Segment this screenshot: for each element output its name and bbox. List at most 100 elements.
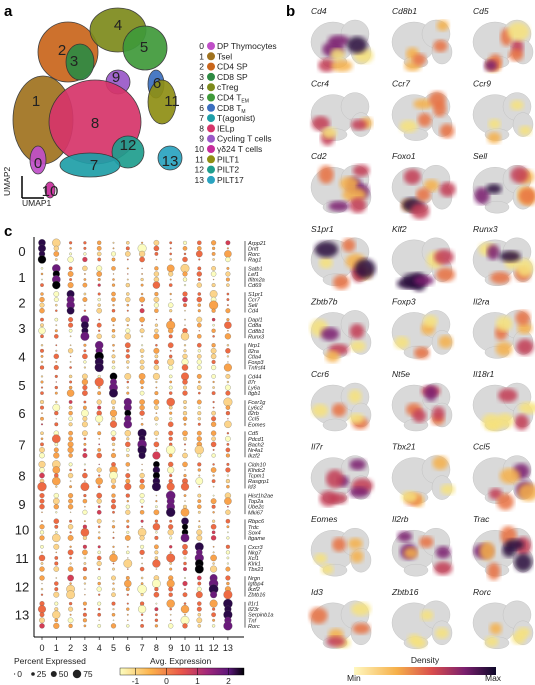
dot	[40, 344, 44, 347]
dot	[82, 265, 88, 272]
x-tick-label: 4	[97, 643, 102, 653]
dot	[68, 266, 73, 271]
dot	[151, 482, 161, 492]
dot	[123, 559, 133, 568]
gene-label: Ifitm2a	[248, 278, 265, 284]
dot	[197, 240, 202, 245]
gene-label: Eomes	[248, 422, 266, 428]
gene-row-fcer1g: Fcer1g	[39, 397, 266, 407]
dot	[180, 332, 190, 341]
density-plot-cd8b1: Cd8b1	[391, 6, 453, 72]
dot	[166, 445, 176, 455]
dot	[166, 482, 175, 491]
dot	[39, 447, 45, 453]
umap-label-5: 5	[140, 39, 148, 56]
dot	[155, 258, 158, 261]
dot	[182, 390, 188, 396]
dot	[67, 535, 74, 541]
dot	[169, 380, 173, 384]
dot	[198, 391, 201, 395]
legend-swatch	[207, 114, 215, 123]
dot	[68, 623, 73, 628]
gene-row-runx3: Runx3	[40, 331, 265, 341]
color-legend-tick: 0	[164, 676, 169, 685]
dot	[181, 372, 189, 381]
dot	[223, 363, 232, 372]
gene-label: Il1r1	[248, 602, 259, 608]
dot	[141, 344, 144, 347]
density-gene-label: Rorc	[473, 587, 492, 597]
dot	[125, 478, 131, 484]
dot	[182, 296, 188, 303]
dot	[183, 252, 187, 256]
dot	[210, 421, 217, 427]
density-gene-label: Cd5	[473, 6, 489, 16]
gene-row-rag1: Rag1	[37, 255, 261, 264]
density-plot-tbx21: Tbx21	[391, 442, 455, 507]
dot	[112, 324, 115, 327]
dot	[39, 623, 45, 629]
legend-cluster-name: DP Thymocytes	[217, 41, 277, 51]
dot	[197, 624, 202, 628]
dot	[212, 519, 216, 523]
dot	[211, 374, 216, 379]
dot	[126, 519, 130, 523]
dot	[182, 549, 188, 556]
dot	[125, 509, 131, 515]
dot	[97, 550, 101, 555]
gene-row-nrgn: Nrgn	[39, 574, 260, 582]
gene-label: Cxcr3	[248, 545, 263, 551]
dot	[111, 416, 116, 422]
gene-label: Foxp3	[248, 360, 264, 366]
dot	[52, 434, 61, 444]
legend-cluster-id: 2	[199, 62, 204, 72]
dot	[226, 525, 230, 529]
dot	[196, 606, 202, 612]
dot	[166, 553, 176, 563]
dot	[140, 422, 144, 426]
dot	[39, 575, 45, 581]
dot	[40, 562, 44, 565]
dot	[155, 386, 158, 389]
density-plot-eomes: Eomes	[310, 514, 372, 577]
dot	[154, 556, 159, 560]
dot	[82, 472, 88, 479]
dot	[54, 391, 58, 395]
dot	[211, 364, 217, 371]
dot	[111, 297, 116, 302]
dot	[210, 554, 217, 562]
dot	[226, 474, 229, 477]
dot	[111, 360, 116, 364]
dot	[52, 280, 61, 290]
dot	[41, 551, 43, 554]
dot	[83, 562, 87, 565]
dot	[167, 342, 174, 349]
dot	[226, 318, 230, 322]
dot	[197, 349, 201, 353]
dot	[153, 430, 159, 436]
dot	[169, 417, 173, 421]
dot	[154, 519, 159, 523]
dot	[210, 498, 217, 504]
dot	[141, 273, 143, 275]
dot	[197, 504, 202, 509]
dot	[169, 278, 172, 281]
dot	[226, 304, 229, 307]
dot	[111, 484, 116, 489]
gene-row-zbtb16: Zbtb16	[40, 590, 266, 600]
dot	[154, 607, 159, 612]
dot	[39, 535, 45, 541]
dot	[68, 601, 73, 606]
dot	[155, 423, 158, 426]
dot	[184, 309, 186, 312]
dot	[182, 461, 188, 468]
density-gene-label: Il18r1	[473, 369, 495, 379]
color-legend-tick: 1	[195, 676, 200, 685]
dot	[152, 281, 161, 289]
dot	[210, 271, 217, 277]
dot	[40, 380, 44, 384]
legend-cluster-id: 4	[199, 82, 204, 92]
dot	[97, 607, 101, 611]
